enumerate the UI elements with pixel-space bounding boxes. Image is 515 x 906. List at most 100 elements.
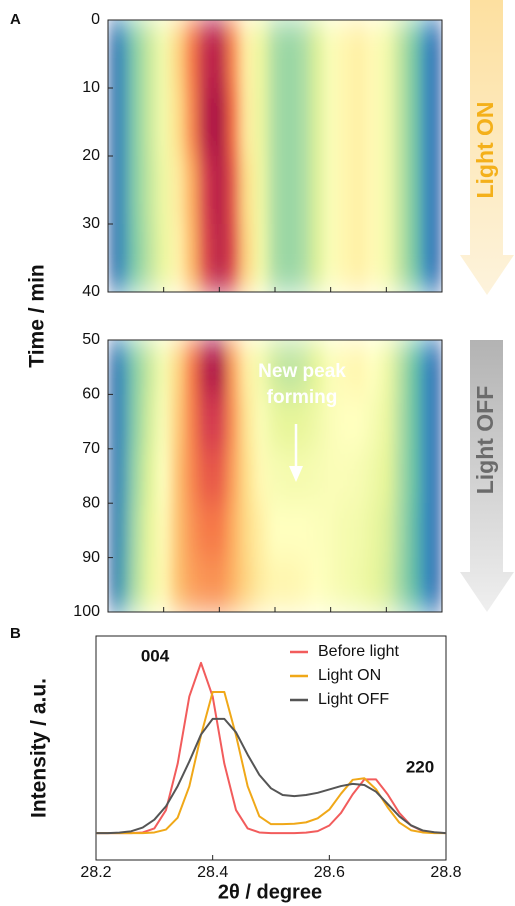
heatmap-cell xyxy=(407,448,422,504)
heatmap-cell xyxy=(281,557,297,613)
heatmap-cell xyxy=(114,394,130,450)
heatmap-cell xyxy=(393,224,408,293)
heatmap-cell xyxy=(142,503,158,559)
heatmap-cell xyxy=(212,224,227,293)
heatmap-cell xyxy=(226,448,241,504)
heatmap-cell xyxy=(108,394,116,450)
heatmap-cell xyxy=(142,340,158,395)
heatmap-cell xyxy=(393,503,408,559)
heatmap-cell xyxy=(170,503,186,559)
heatmap-cell xyxy=(184,88,200,157)
heatmap-cell xyxy=(128,394,144,450)
heatmap-cell xyxy=(114,88,130,157)
heatmap-cell xyxy=(108,156,116,225)
x-tick-label: 28.4 xyxy=(197,864,228,881)
heatmap-cell xyxy=(407,88,422,157)
heatmap-cell xyxy=(240,557,255,613)
heatmap-cell xyxy=(351,448,367,504)
heatmap-cell xyxy=(226,340,241,395)
heatmap-cell xyxy=(170,20,186,89)
panel-label: B xyxy=(10,625,21,642)
heatmap-cell xyxy=(142,448,158,504)
heatmap-cell xyxy=(156,503,172,559)
heatmap-cell xyxy=(379,88,394,157)
heatmap-cell xyxy=(184,224,200,293)
heatmap-cell xyxy=(170,557,186,613)
peak-label: 004 xyxy=(141,646,170,665)
heatmap-cell xyxy=(351,340,367,395)
heatmap-cell xyxy=(212,503,227,559)
heatmap-cell xyxy=(323,340,339,395)
heatmap-cell xyxy=(295,20,311,89)
heatmap-cell xyxy=(240,503,255,559)
heatmap-cell xyxy=(156,156,172,225)
heatmap-cell xyxy=(198,156,213,225)
legend-label: Light OFF xyxy=(318,691,389,708)
heatmap-cell xyxy=(407,557,422,613)
heatmap-cell xyxy=(268,557,283,613)
x-axis-label: 2θ / degree xyxy=(218,881,322,903)
y-tick-label: 50 xyxy=(82,331,100,348)
heatmap-cell xyxy=(142,20,158,89)
heatmap-cell xyxy=(240,156,255,225)
heatmap-cell xyxy=(108,448,116,504)
heatmap-cell xyxy=(435,340,443,395)
heatmap-cell xyxy=(309,20,325,89)
heatmap-cell xyxy=(170,340,186,395)
heatmap-cell xyxy=(198,557,213,613)
heatmap-cell xyxy=(365,448,380,504)
heatmap-cell xyxy=(128,340,144,395)
heatmap-cell xyxy=(365,503,380,559)
heatmap-cell xyxy=(295,448,311,504)
heatmap-cell xyxy=(351,224,367,293)
heatmap-cell xyxy=(337,503,353,559)
heatmap-cell xyxy=(309,156,325,225)
heatmap-cell xyxy=(114,503,130,559)
heatmap-cell xyxy=(212,557,227,613)
heatmap-cell xyxy=(365,394,380,450)
heatmap-cell xyxy=(240,88,255,157)
heatmap-cell xyxy=(170,156,186,225)
heatmap-cell xyxy=(309,557,325,613)
y-tick-label: 40 xyxy=(82,283,100,300)
heatmap-cell xyxy=(337,394,353,450)
y-axis-label: Time / min xyxy=(26,264,49,367)
heatmap-cell xyxy=(351,20,367,89)
heatmap-cell xyxy=(309,448,325,504)
heatmap-cell xyxy=(128,20,144,89)
heatmap-cell xyxy=(379,224,394,293)
heatmap-cell xyxy=(393,340,408,395)
heatmap-cell xyxy=(323,156,339,225)
heatmap-cell xyxy=(128,88,144,157)
heatmap-cell xyxy=(142,88,158,157)
heatmap-cell xyxy=(323,224,339,293)
panel-label: A xyxy=(10,11,21,28)
heatmap-cell xyxy=(421,557,436,613)
heatmap-cell xyxy=(365,156,380,225)
annotation: forming xyxy=(267,387,338,408)
heatmap-cell xyxy=(212,20,227,89)
heatmap xyxy=(108,340,443,613)
heatmap-cell xyxy=(114,224,130,293)
heatmap-cell xyxy=(156,448,172,504)
heatmap-cell xyxy=(268,448,283,504)
heatmap-cell xyxy=(351,503,367,559)
heatmap-cell xyxy=(184,156,200,225)
heatmap-cell xyxy=(212,394,227,450)
heatmap xyxy=(108,20,443,293)
heatmap-cell xyxy=(240,20,255,89)
heatmap-cell xyxy=(128,557,144,613)
heatmap-cell xyxy=(435,394,443,450)
peak-label: 220 xyxy=(406,757,434,776)
heatmap-cell xyxy=(323,448,339,504)
light-on-arrow xyxy=(460,0,514,295)
heatmap-cell xyxy=(365,557,380,613)
heatmap-cell xyxy=(156,20,172,89)
heatmap-cell xyxy=(379,503,394,559)
heatmap-cell xyxy=(435,88,443,157)
heatmap-cell xyxy=(142,156,158,225)
annotation: New peak xyxy=(258,361,346,382)
heatmap-cell xyxy=(407,394,422,450)
side-label: Light OFF xyxy=(472,386,498,495)
heatmap-cell xyxy=(254,340,269,395)
